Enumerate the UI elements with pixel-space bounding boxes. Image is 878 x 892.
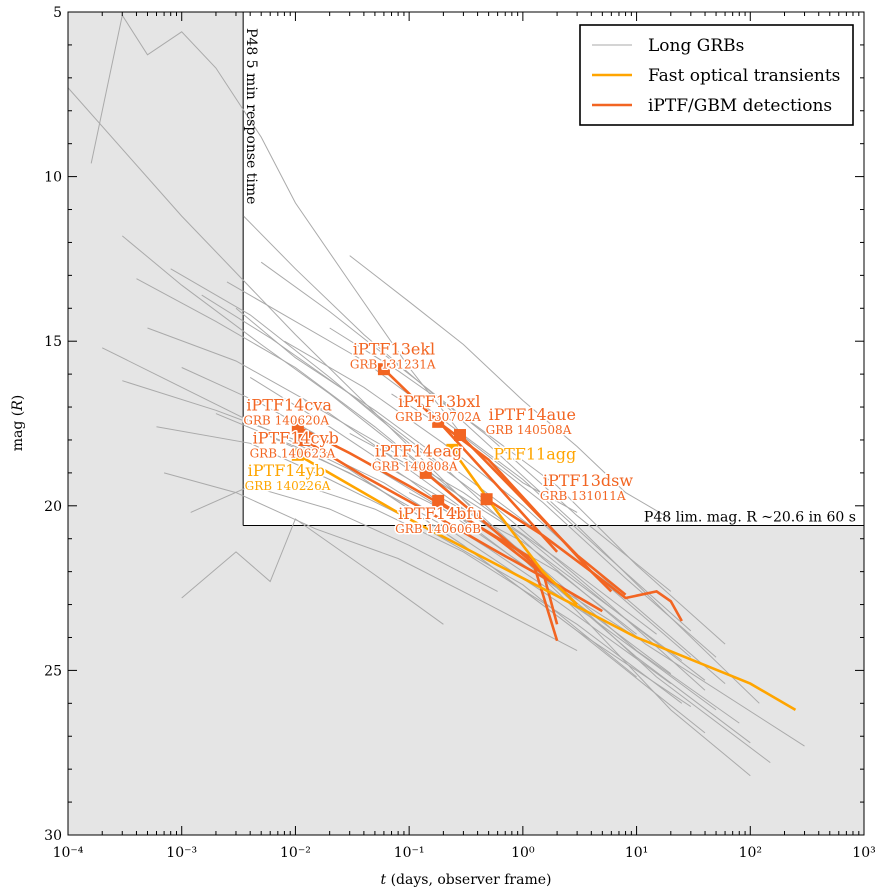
series-label: iPTF13bxl [398, 392, 480, 411]
grb-track [170, 268, 706, 691]
series-sublabel: GRB 140620A [243, 413, 329, 427]
grb-track [90, 13, 578, 513]
series-label: iPTF14eag [375, 441, 462, 460]
series-label: PTF11agg [493, 445, 576, 464]
y-axis-label-post: ) [10, 395, 26, 400]
tick-labels: 10⁻⁴ 10⁻³ 10⁻² 10⁻¹ 10⁰ 10¹ 10² 10³ 5 10 15 20 25 30 [44, 5, 876, 861]
series-marker [446, 443, 459, 456]
series-label: iPTF14cyb [253, 428, 339, 447]
limiting-mag-annotation: P48 lim. mag. R ~20.6 in 60 s [644, 510, 856, 526]
series-line [451, 449, 579, 606]
y-axis-label-pre: mag ( [10, 411, 26, 452]
x-axis-label-var: t [381, 872, 387, 888]
grb-track [374, 459, 683, 661]
x-tick-label: 10³ [852, 845, 875, 861]
limit-lines [242, 12, 864, 527]
grb-track [190, 485, 498, 592]
grb-track [349, 255, 672, 520]
x-tick-label: 10² [739, 845, 762, 861]
series-line [382, 368, 559, 553]
series-marker [298, 433, 311, 446]
x-axis-label-rest: (days, observer frame) [386, 872, 551, 888]
x-tick-label: 10⁻¹ [394, 845, 425, 861]
grb-track [121, 235, 751, 777]
y-tick-label: 10 [44, 170, 62, 186]
y-tick-label: 20 [44, 499, 62, 515]
x-tick-label: 10⁰ [511, 845, 535, 861]
grb-track [295, 482, 683, 704]
series-label: iPTF14bfu [398, 504, 482, 523]
shaded-region [68, 12, 864, 835]
series-line [303, 438, 603, 613]
annotations: P48 5 min response time P48 lim. mag. R ~… [243, 28, 856, 526]
x-tick-label: 10⁻² [280, 845, 311, 861]
series-sublabel: GRB 140808A [372, 459, 458, 473]
series-marker [291, 448, 304, 461]
series-sublabel: GRB 130702A [395, 410, 481, 424]
series-markers [291, 363, 493, 507]
plot-frame [67, 11, 865, 836]
series-line [459, 434, 627, 596]
series-marker [291, 420, 304, 433]
grb-track [269, 436, 672, 685]
series-label: iPTF14yb [248, 461, 325, 480]
series-label: iPTF13dsw [543, 471, 633, 490]
series-marker [480, 493, 493, 506]
y-tick-label: 30 [44, 828, 62, 844]
series-sublabel: GRB 140623A [250, 446, 336, 460]
series-marker [432, 494, 445, 507]
series-sublabel: GRB 131011A [540, 489, 626, 503]
series-marker [377, 363, 390, 376]
grb-track [68, 87, 751, 744]
x-tick-label: 10⁻³ [166, 845, 197, 861]
legend-label: iPTF/GBM detections [648, 96, 832, 116]
y-axis-label-var: R [10, 400, 26, 412]
grb-track [260, 261, 672, 592]
x-tick-label: 10¹ [625, 845, 648, 861]
legend-label: Fast optical transients [648, 66, 840, 86]
series-marker [453, 429, 466, 442]
axis-ticks [67, 11, 865, 836]
y-tick-label: 15 [44, 334, 62, 350]
legend: Long GRBs Fast optical transients iPTF/GBM… [579, 24, 854, 126]
grb-track [156, 426, 637, 678]
series-sublabel: GRB 140606B [395, 522, 481, 536]
legend-label: Long GRBs [648, 36, 744, 56]
series-label: iPTF14aue [489, 405, 576, 424]
y-tick-label: 5 [53, 5, 62, 21]
series-sublabel: GRB 131231A [350, 357, 436, 371]
series-line [424, 471, 559, 625]
y-tick-label: 25 [44, 663, 62, 679]
grb-track [349, 432, 706, 681]
y-axis-label: mag (R) [10, 395, 26, 452]
series-sublabel: GRB 140508A [486, 423, 572, 437]
grb-track [101, 347, 706, 734]
series-line [485, 498, 683, 622]
response-time-annotation: P48 5 min response time [243, 28, 259, 204]
series-line [297, 453, 797, 712]
series-marker [432, 415, 445, 428]
x-tick-label: 10⁻⁴ [53, 845, 84, 861]
grb-track [304, 400, 657, 635]
grb-track [122, 380, 717, 711]
series-label: iPTF14cva [246, 395, 332, 414]
x-axis-label: t (days, observer frame) [381, 872, 552, 888]
series-label: iPTF13ekl [353, 339, 435, 358]
grb-track [163, 472, 578, 652]
shaded-area [68, 12, 864, 835]
grb-track [243, 215, 760, 704]
series-marker [419, 466, 432, 479]
series-sublabel: GRB 140226A [245, 479, 331, 493]
grb-track [284, 340, 726, 684]
grb-track [201, 294, 805, 747]
grb-track [181, 518, 444, 625]
